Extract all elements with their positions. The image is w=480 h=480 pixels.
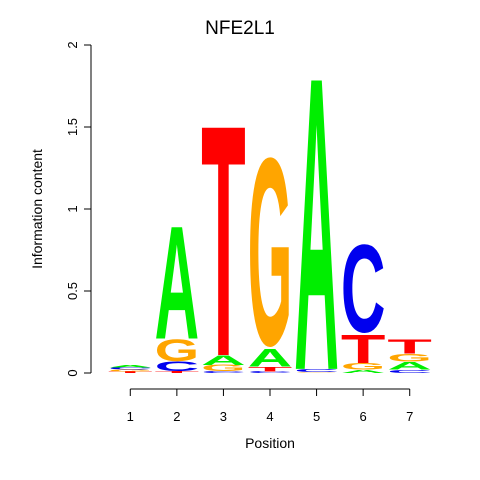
- logo-letter-c: C: [201, 371, 246, 374]
- logo-letter-t: T: [155, 371, 200, 374]
- logo-letter-t: T: [201, 55, 246, 425]
- y-tick-label: 2: [65, 41, 80, 48]
- logo-letter-g: G: [155, 333, 200, 368]
- chart-title: NFE2L1: [205, 18, 275, 39]
- logo-letter-t: T: [108, 371, 153, 374]
- logo-letter-c: C: [108, 367, 153, 371]
- y-axis: 0 0.5 1 1.5 2: [65, 41, 92, 377]
- logo-letter-t: T: [387, 335, 432, 358]
- logo-letter-a: A: [387, 360, 432, 373]
- y-tick-label: 0.5: [65, 282, 80, 300]
- logo-letter-g: G: [201, 363, 246, 373]
- logo-letter-g: G: [341, 362, 386, 372]
- x-tick-label: 3: [220, 409, 227, 424]
- y-tick-label: 1.5: [65, 118, 80, 136]
- x-tick-label: 1: [127, 409, 134, 424]
- x-tick-label: 5: [313, 409, 320, 424]
- logo-letter-c: C: [294, 368, 339, 373]
- logo-letter-a: A: [341, 369, 386, 374]
- logo-letter-t: T: [341, 326, 386, 372]
- y-axis-title: Information content: [29, 149, 45, 269]
- logo-letter-c: C: [387, 369, 432, 374]
- logo-letter-t: T: [248, 365, 293, 373]
- logo-letter-a: A: [201, 353, 246, 368]
- logo-letter-g: G: [294, 372, 339, 373]
- x-tick-label: 2: [173, 409, 180, 424]
- logo-letter-g: G: [387, 351, 432, 363]
- logo-letter-g: G: [108, 369, 153, 372]
- x-axis-title: Position: [245, 435, 295, 451]
- logo-letter-c: C: [155, 359, 200, 374]
- logo-letter-a: A: [248, 344, 293, 372]
- x-tick-label: 6: [360, 409, 367, 424]
- x-tick-label: 4: [266, 409, 273, 424]
- x-tick-label: 7: [406, 409, 413, 424]
- y-tick-label: 0: [65, 369, 80, 376]
- logo-letter-a: A: [294, 0, 339, 458]
- x-axis: 1 2 3 4 5 6 7: [127, 388, 413, 424]
- logo-letter-a: A: [108, 364, 153, 368]
- logo-letter-g: G: [248, 104, 293, 403]
- logo-letter-c: C: [248, 371, 293, 374]
- logo-letter-a: A: [155, 192, 200, 373]
- y-tick-label: 1: [65, 205, 80, 212]
- logo-letter-c: C: [341, 219, 386, 358]
